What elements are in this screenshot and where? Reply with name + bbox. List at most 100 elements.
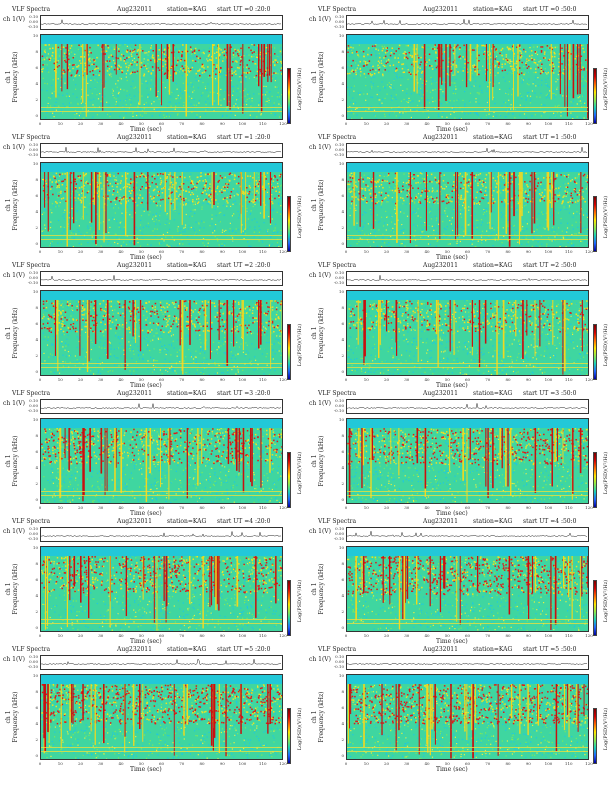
spectrogram-pixel [231, 74, 233, 77]
spectrogram-pixel [274, 59, 276, 61]
spectrogram-pixel [126, 57, 128, 59]
spectrogram-pixel [204, 69, 207, 72]
spectrogram-pixel [143, 103, 145, 105]
spectrogram-pixel [159, 196, 161, 198]
spectrogram-pixel [214, 70, 216, 72]
spectrogram-pixel [267, 97, 269, 99]
spectrogram-pixel [74, 180, 76, 183]
spectrogram-pixel [432, 185, 434, 187]
spectrogram-pixel [435, 52, 437, 54]
spectrogram-pixel [132, 80, 134, 82]
spectrogram-pixel [215, 57, 217, 59]
spectrogram-pixel [470, 240, 472, 242]
spectrogram-pixel [215, 79, 217, 81]
spectrogram-pixel [519, 93, 521, 95]
spectrogram-pixel [458, 48, 461, 50]
spectrogram-pixel [191, 53, 193, 55]
spectrogram-pixel [539, 72, 542, 75]
spectrogram-pixel [522, 79, 524, 81]
sferic-streak [269, 172, 272, 224]
spectrogram-pixel [129, 52, 131, 54]
spectrogram-pixel [67, 49, 70, 52]
spectrogram-pixel [124, 44, 126, 46]
spectrogram-pixel [150, 78, 152, 80]
spectrogram-pixel [502, 58, 505, 60]
spectrogram-pixel [357, 193, 359, 195]
spectrogram-pixel [135, 226, 137, 228]
spectrogram-pixel [540, 235, 542, 237]
spectrogram-pixel [579, 240, 581, 242]
spectrogram-pixel [566, 208, 568, 211]
spectrogram-pixel [507, 113, 510, 115]
spectrogram-pixel [222, 60, 224, 62]
spectrogram-pixel [377, 97, 379, 99]
spectrogram-pixel [392, 64, 395, 66]
spectrogram-pixel [44, 54, 46, 57]
sferic-streak [423, 44, 426, 109]
spectrogram-pixel [126, 243, 128, 246]
spectrogram-pixel [76, 182, 78, 184]
spectrogram-pixel [276, 242, 279, 244]
spectrogram-pixel [374, 115, 376, 117]
spectrogram-pixel [130, 72, 132, 74]
spectrogram-pixel [462, 211, 464, 213]
spectrogram-pixel [395, 67, 398, 70]
spectrogram-pixel [350, 235, 352, 237]
spectrogram-pixel [436, 81, 438, 83]
spectrogram-pixel [584, 113, 586, 115]
spectrogram-pixel [481, 89, 483, 91]
spectrogram-pixel [487, 98, 489, 100]
spectrogram-pixel [254, 226, 256, 228]
spectrogram-pixel [229, 196, 231, 198]
spectrogram-pixel [553, 112, 555, 114]
spectrogram-pixel [488, 54, 490, 56]
spectrogram-pixel [182, 197, 185, 200]
spectrogram-pixel [561, 113, 563, 115]
spectrogram-pixel [272, 177, 275, 179]
spectrogram-pixel [367, 49, 369, 51]
spectrogram-pixel [205, 182, 207, 185]
x-tick-label: 30 [98, 249, 104, 254]
spectrogram-pixel [426, 109, 428, 111]
spectrogram-pixel [538, 196, 540, 198]
spectrogram-pixel [474, 246, 476, 247]
spectrogram-pixel [188, 95, 190, 98]
spectrogram-pixel [559, 189, 561, 191]
spectrogram-pixel [374, 207, 376, 209]
panel-title: VLF Spectra [318, 134, 357, 141]
spectrogram-pixel [534, 51, 536, 53]
spectrogram-pixel [155, 202, 157, 205]
spectrogram-pixel [561, 63, 563, 65]
spectrogram-pixel [46, 67, 48, 69]
spectrogram-pixel [483, 210, 485, 212]
spectrogram-pixel [134, 48, 136, 51]
spectrogram-pixel [351, 172, 353, 174]
spectrogram-pixel [91, 58, 94, 60]
spectrogram-pixel [552, 221, 554, 223]
spectrogram-pixel [386, 93, 388, 95]
spectrogram-pixel [473, 64, 476, 67]
spectrogram-pixel [140, 46, 142, 48]
spectrogram-pixel [148, 104, 150, 106]
spectrogram-pixel [402, 90, 404, 92]
timeseries-ticks: 0.10 0.00 -0.10 [332, 142, 344, 157]
spectrogram-pixel [433, 69, 435, 71]
spectrogram-pixel [373, 199, 376, 201]
spectrogram-pixel [273, 102, 275, 104]
spectrogram-pixel [508, 47, 511, 50]
spectrogram-pixel [42, 107, 44, 109]
spectrogram-pixel [275, 77, 277, 79]
spectrogram-pixel [74, 205, 76, 207]
spectrogram-pixel [553, 94, 555, 96]
x-tick-label: 0 [344, 121, 348, 126]
spectrogram-pixel [581, 118, 583, 119]
spectrogram-pixel [571, 104, 573, 106]
spectrogram-pixel [228, 103, 230, 105]
spectrogram-pixel [268, 69, 270, 71]
spectrogram-pixel [223, 98, 225, 100]
spectrogram-pixel [521, 82, 523, 84]
spectrogram-pixel [513, 53, 515, 55]
spectrogram-pixel [389, 54, 392, 57]
spectrogram-pixel [256, 183, 258, 186]
spectrogram-pixel [202, 64, 204, 66]
